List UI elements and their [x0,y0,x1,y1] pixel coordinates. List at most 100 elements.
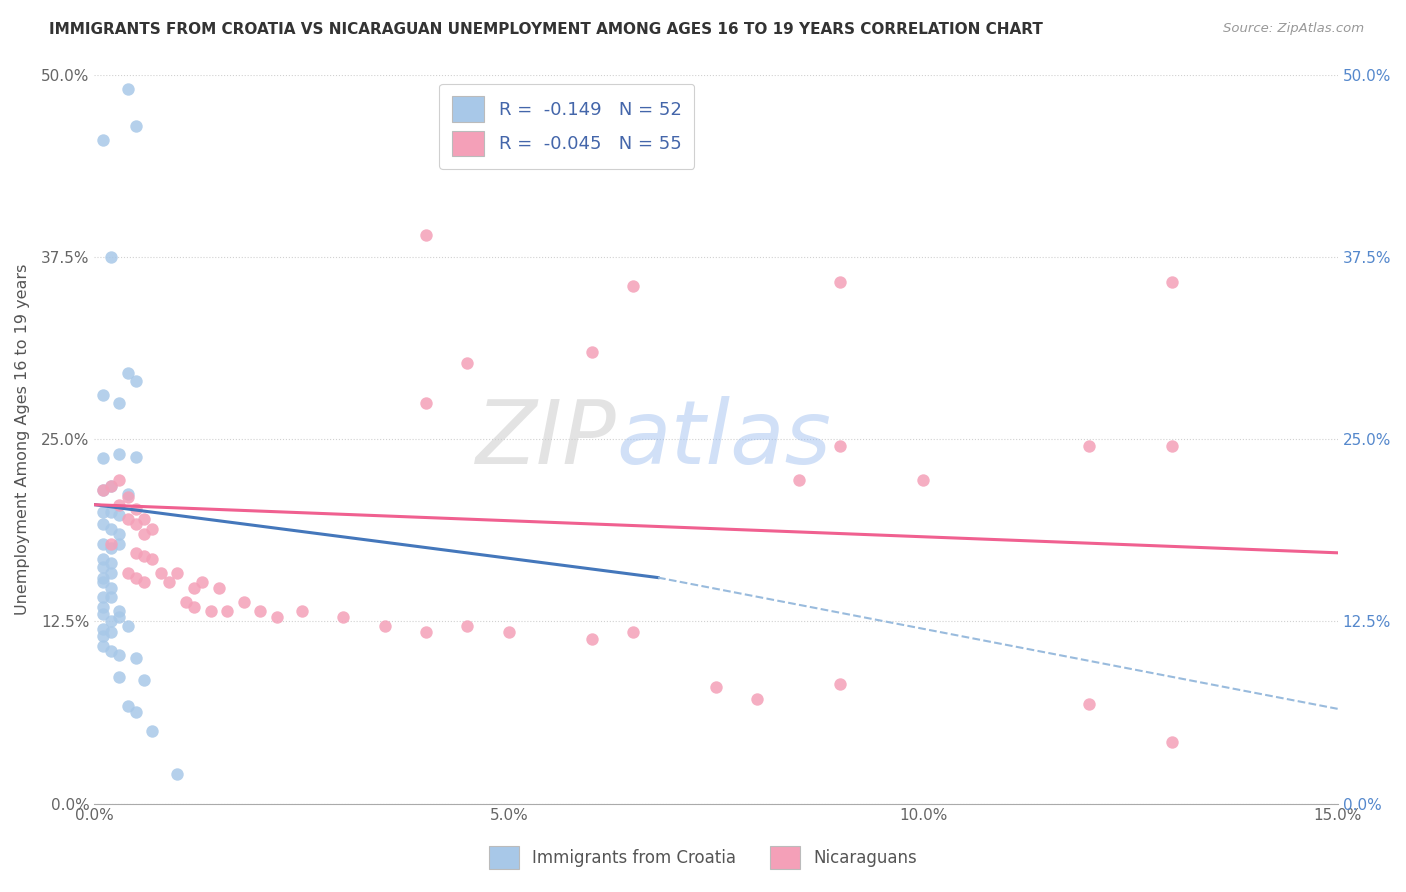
Point [91,537,114,551]
Point [141,723,163,738]
Point [108,537,131,551]
Point [174,595,197,609]
Point [91,622,114,636]
Point [157,574,180,589]
Point [108,473,131,487]
Point [498,624,520,639]
Point [141,523,163,537]
Point [117,487,139,501]
Point [91,483,114,497]
Point [166,566,188,581]
Point [134,574,156,589]
Point [415,227,437,242]
Point [91,607,114,621]
Point [166,767,188,781]
Point [91,629,114,643]
Point [374,618,396,632]
Point [1078,698,1101,712]
Point [100,643,122,657]
Point [91,133,114,147]
Point [415,624,437,639]
Point [91,516,114,531]
Point [125,650,148,665]
Point [830,677,852,691]
Point [100,479,122,493]
Point [581,344,603,359]
Point [415,395,437,409]
Point [117,698,139,713]
Point [747,691,769,706]
Point [1160,275,1182,289]
Point [91,560,114,574]
Point [100,479,122,493]
Point [91,388,114,402]
Point [100,250,122,264]
Text: atlas: atlas [617,396,831,482]
Text: Source: ZipAtlas.com: Source: ZipAtlas.com [1223,22,1364,36]
Point [117,618,139,632]
Point [100,541,122,556]
Point [332,610,354,624]
Point [456,356,478,370]
Point [108,610,131,624]
Point [1078,439,1101,453]
Point [100,566,122,581]
Point [91,590,114,604]
Point [232,595,254,609]
Point [787,473,810,487]
Point [291,604,314,618]
Legend: R =  -0.149   N = 52, R =  -0.045   N = 55: R = -0.149 N = 52, R = -0.045 N = 55 [439,84,695,169]
Point [108,648,131,662]
Point [621,279,644,293]
Point [125,546,148,560]
Point [100,505,122,519]
Point [912,473,935,487]
Point [108,498,131,512]
Point [456,618,478,632]
Point [108,447,131,461]
Point [125,705,148,719]
Text: IMMIGRANTS FROM CROATIA VS NICARAGUAN UNEMPLOYMENT AMONG AGES 16 TO 19 YEARS COR: IMMIGRANTS FROM CROATIA VS NICARAGUAN UN… [49,22,1043,37]
Point [134,526,156,541]
Point [134,512,156,526]
Legend: Immigrants from Croatia, Nicaraguans: Immigrants from Croatia, Nicaraguans [479,836,927,880]
Point [1160,439,1182,453]
Point [100,615,122,629]
Point [91,483,114,497]
Point [704,680,727,694]
Point [100,590,122,604]
Point [125,516,148,531]
Point [108,526,131,541]
Point [91,505,114,519]
Point [266,610,288,624]
Point [108,508,131,522]
Point [125,571,148,585]
Point [830,275,852,289]
Point [100,581,122,595]
Point [91,639,114,653]
Point [1160,735,1182,749]
Point [134,549,156,563]
Point [91,450,114,465]
Point [91,599,114,614]
Point [208,581,231,595]
Point [117,367,139,381]
Point [621,624,644,639]
Point [117,491,139,505]
Point [217,604,239,618]
Point [125,502,148,516]
Point [134,673,156,687]
Point [200,604,222,618]
Point [125,374,148,388]
Point [125,119,148,133]
Point [249,604,271,618]
Point [183,599,205,614]
Point [91,551,114,566]
Point [125,450,148,464]
Point [117,82,139,96]
Point [117,512,139,526]
Point [91,574,114,589]
Point [191,574,214,589]
Point [108,670,131,684]
Y-axis label: Unemployment Among Ages 16 to 19 years: Unemployment Among Ages 16 to 19 years [15,263,30,615]
